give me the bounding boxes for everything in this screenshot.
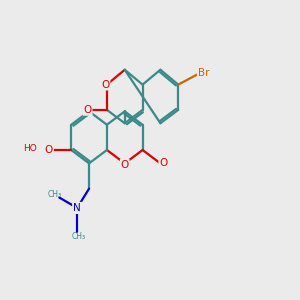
Text: N: N: [73, 203, 81, 213]
Text: CH₃: CH₃: [72, 232, 86, 241]
Text: Br: Br: [198, 68, 209, 78]
Text: O: O: [101, 80, 110, 90]
Text: N: N: [73, 203, 81, 213]
Text: O: O: [45, 145, 53, 155]
Text: O: O: [159, 158, 167, 168]
Text: CH₃: CH₃: [48, 190, 62, 199]
Text: O: O: [121, 160, 129, 170]
Text: O: O: [83, 105, 92, 115]
Text: HO: HO: [23, 144, 37, 153]
